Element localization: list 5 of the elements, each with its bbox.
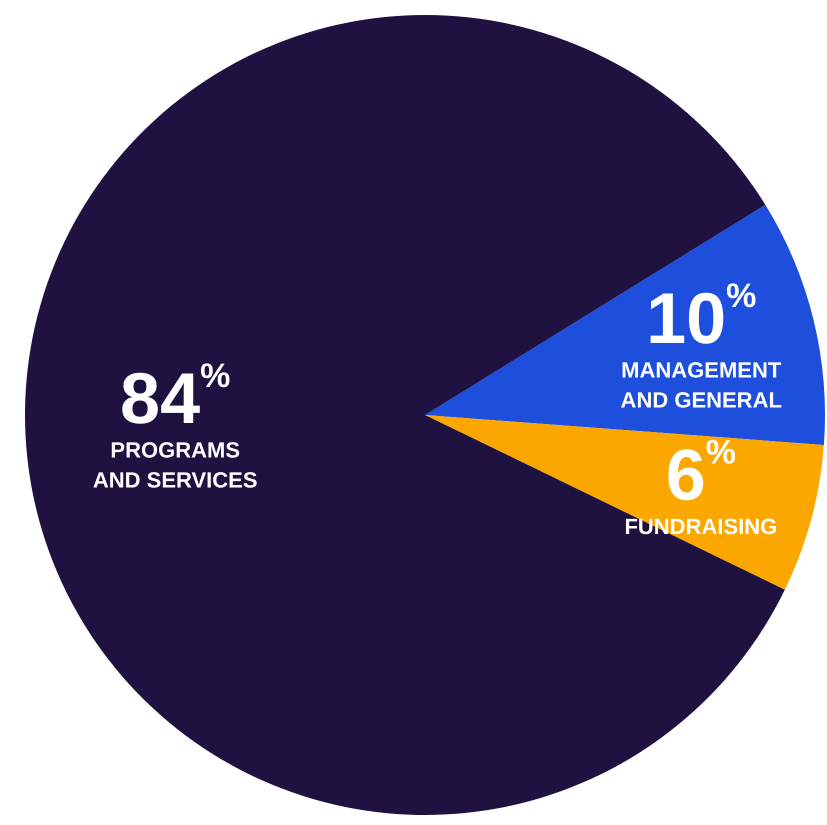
data-label: 6% <box>666 434 736 516</box>
slice-label: PROGRAMS AND SERVICES <box>92 438 258 493</box>
slice-label: MANAGEMENT AND GENERAL <box>620 357 782 412</box>
data-label: 10% <box>646 276 756 359</box>
data-label: 84% <box>120 357 230 440</box>
